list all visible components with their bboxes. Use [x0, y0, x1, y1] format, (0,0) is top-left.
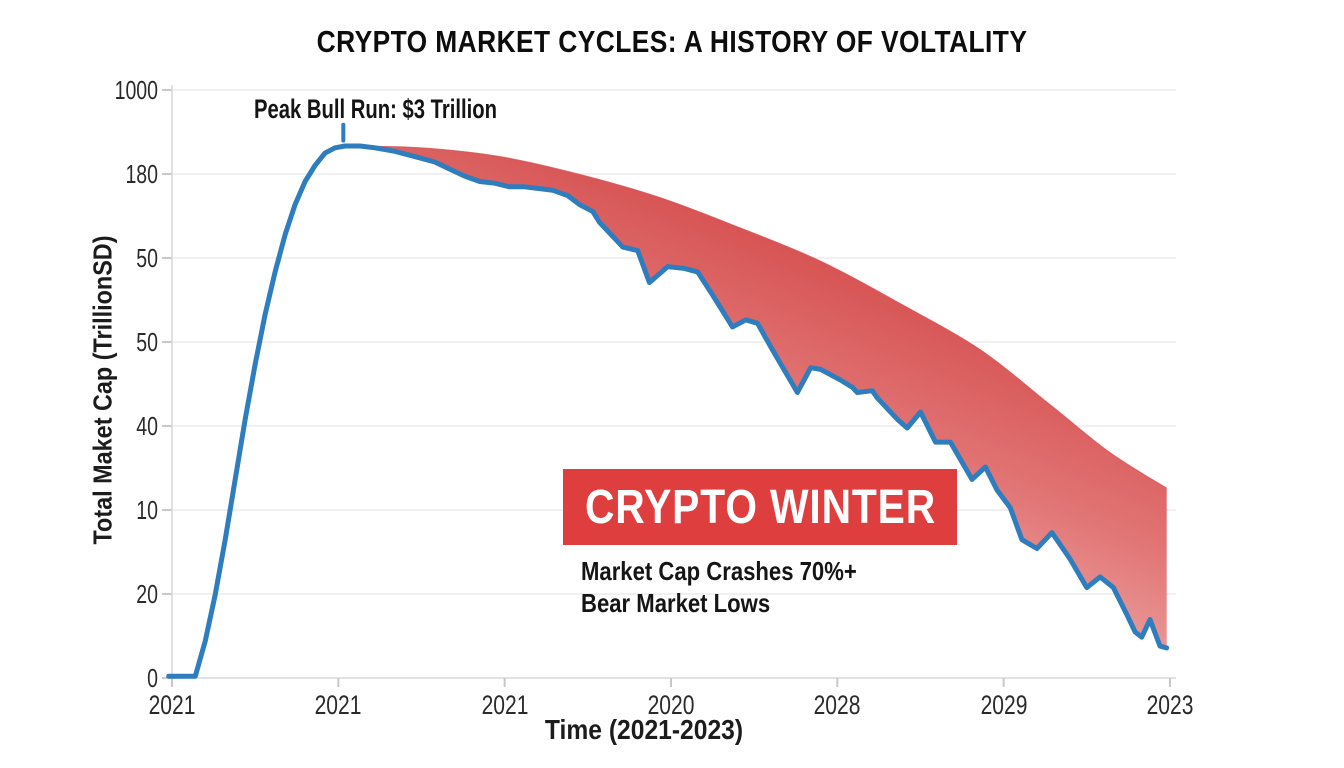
- y-tick-label: 20: [136, 579, 158, 609]
- crypto-winter-label: CRYPTO WINTER: [584, 480, 936, 534]
- winter-subtitle-crash: Market Cap Crashes 70%+: [581, 556, 857, 586]
- x-tick-label: 2020: [647, 690, 695, 720]
- market-cap-line: [166, 143, 1170, 679]
- peak-bull-run-annotation: Peak Bull Run: $3 Trillion: [254, 94, 498, 124]
- y-tick-label: 0: [147, 663, 158, 693]
- envelope-line: [344, 145, 1168, 489]
- crypto-winter-badge: CRYPTO WINTER: [563, 469, 957, 545]
- x-axis-title: Time (2021-2023): [544, 714, 744, 745]
- winter-subtitle-lows: Bear Market Lows: [581, 588, 771, 618]
- x-tick-label: 2028: [813, 690, 861, 720]
- x-tick-label: 2023: [1146, 690, 1194, 720]
- x-tick-label: 2021: [148, 690, 196, 720]
- x-tick-label: 2029: [980, 690, 1028, 720]
- y-tick-label: 1000: [114, 75, 158, 105]
- y-tick-label: 10: [136, 495, 158, 525]
- x-tick-label: 2021: [314, 690, 362, 720]
- chart-title: CRYPTO MARKET CYCLES: A HISTORY OF VOLTA…: [316, 24, 1028, 59]
- y-tick-label: 180: [125, 159, 158, 189]
- y-tick-label: 50: [136, 243, 158, 273]
- drawdown-band: [344, 146, 1167, 648]
- y-tick-label: 50: [136, 327, 158, 357]
- x-tick-label: 2021: [481, 690, 529, 720]
- y-tick-label: 40: [136, 411, 158, 441]
